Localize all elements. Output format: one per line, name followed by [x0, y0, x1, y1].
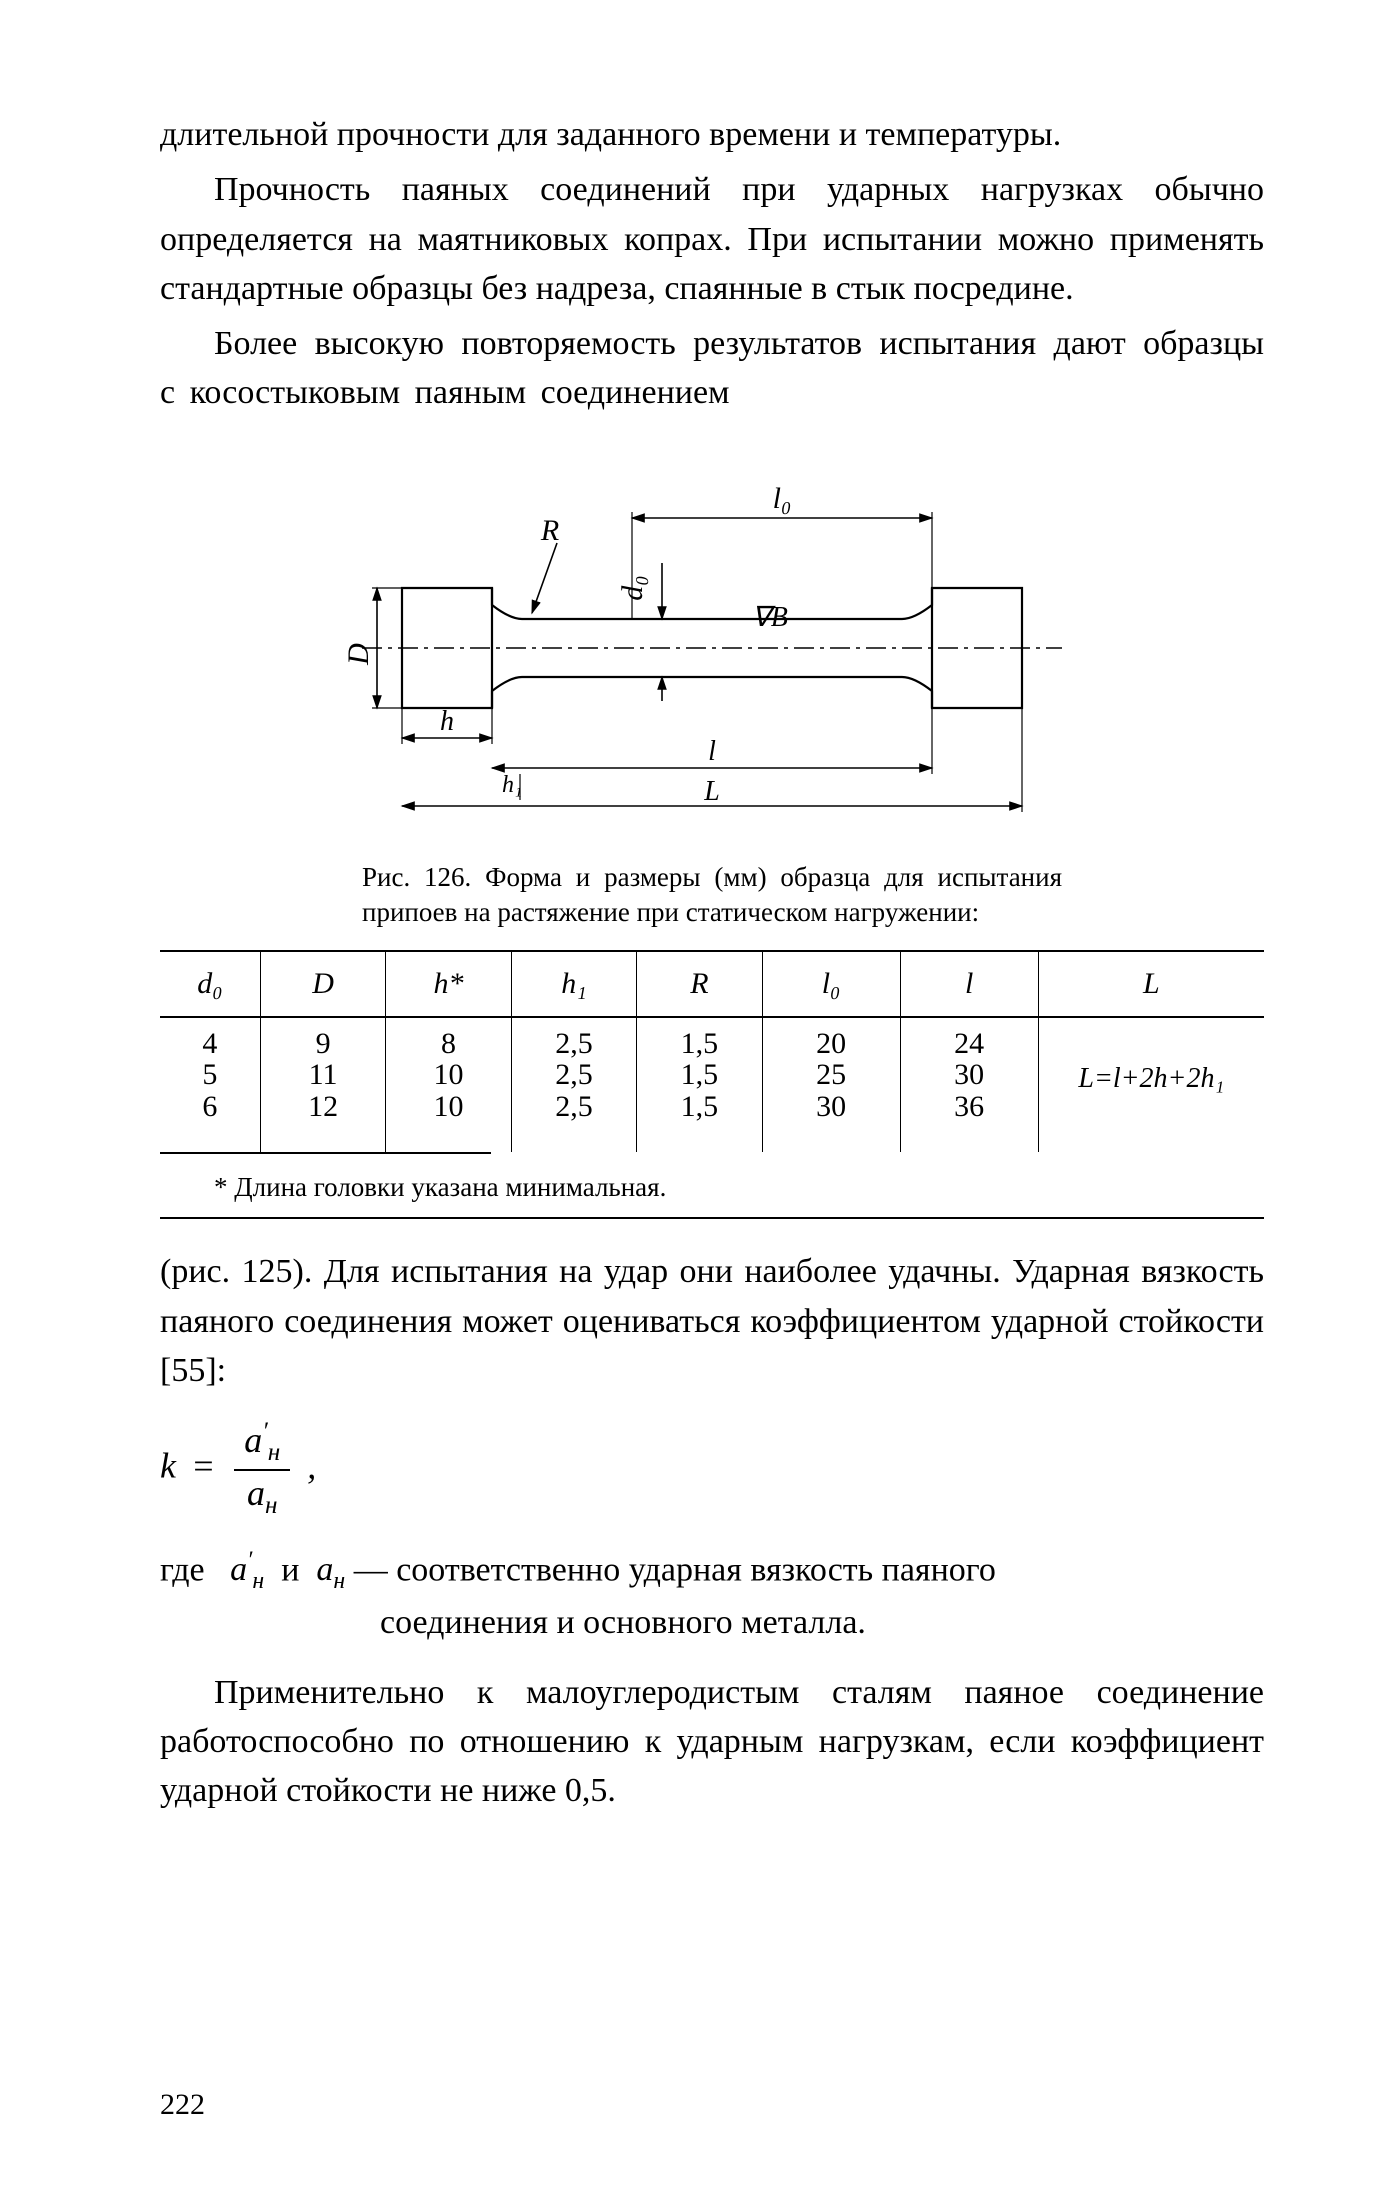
cell-L: L=l+2h+2h₁ [1038, 1017, 1264, 1153]
figure-126: l₀ Rd₀ D ∇В h l h₁ L [332, 448, 1092, 832]
col-header: h₁ [511, 951, 636, 1017]
den-sub: н [265, 1492, 278, 1519]
definition-block: где a′н и aн — соответственно ударная вя… [160, 1544, 1264, 1648]
col-header: l₀ [762, 951, 900, 1017]
table-footnote: * Длина головки указана минимальная. [214, 1168, 1264, 1207]
dimensions-table: d₀Dh*h₁Rl₀lL 45691112810102,52,52,51,51,… [160, 950, 1264, 1152]
svg-text:l₀: l₀ [773, 482, 792, 515]
svg-text:L: L [703, 776, 720, 807]
cell-l0: 202530 [762, 1017, 900, 1153]
cell-D: 91112 [260, 1017, 385, 1153]
num-sub: н [268, 1439, 281, 1466]
paragraph-5: Применительно к малоуглеродистым сталям … [160, 1668, 1264, 1816]
col-header: h* [386, 951, 511, 1017]
cell-h: 81010 [386, 1017, 511, 1153]
den-base: a [247, 1473, 265, 1513]
svg-text:∇В: ∇В [752, 602, 788, 633]
formula-fraction: a′н aн [234, 1419, 290, 1519]
formula-trail: , [307, 1446, 316, 1486]
col-header: L [1038, 951, 1264, 1017]
formula-eq: = [191, 1446, 215, 1486]
table-bottom-rule [160, 1152, 491, 1154]
paragraph-3: Более высокую повторяемость результатов … [160, 319, 1264, 418]
section-rule [160, 1217, 1264, 1219]
cell-R: 1,51,51,5 [637, 1017, 762, 1153]
paragraph-1: длительной прочности для заданного време… [160, 110, 1264, 159]
paragraph-2: Прочность паяных соединений при ударных … [160, 165, 1264, 313]
cell-l: 243036 [900, 1017, 1038, 1153]
col-header: R [637, 951, 762, 1017]
svg-text:R: R [540, 514, 559, 547]
formula-k: k = a′н aн , [160, 1419, 1264, 1519]
defn-lead: где [160, 1551, 205, 1588]
svg-text:d₀: d₀ [616, 575, 649, 600]
col-header: d₀ [160, 951, 260, 1017]
svg-text:h: h [440, 706, 454, 737]
a2-base: a [316, 1551, 333, 1588]
sym-a1: a′н [230, 1551, 273, 1588]
svg-text:l: l [708, 736, 716, 767]
a1-sub: н [252, 1568, 264, 1594]
a1-base: a [230, 1551, 247, 1588]
svg-text:D: D [342, 643, 375, 666]
specimen-diagram: l₀ Rd₀ D ∇В h l h₁ L [332, 448, 1092, 818]
svg-text:h₁: h₁ [502, 772, 522, 798]
num-base: a [244, 1420, 262, 1460]
col-header: l [900, 951, 1038, 1017]
defn-tail: — соответственно ударная вязкость паяног… [354, 1551, 996, 1588]
defn-line2: соединения и основного металла. [380, 1598, 1264, 1647]
a2-sub: н [333, 1568, 345, 1594]
paragraph-4: (рис. 125). Для испытания на удар они на… [160, 1247, 1264, 1395]
cell-h1: 2,52,52,5 [511, 1017, 636, 1153]
page-number: 222 [160, 2083, 205, 2127]
col-header: D [260, 951, 385, 1017]
sym-a2: aн [316, 1551, 353, 1588]
defn-mid: и [281, 1551, 299, 1588]
figure-caption: Рис. 126. Форма и размеры (мм) образца д… [362, 860, 1062, 930]
formula-lhs: k [160, 1446, 176, 1486]
cell-d0: 456 [160, 1017, 260, 1153]
